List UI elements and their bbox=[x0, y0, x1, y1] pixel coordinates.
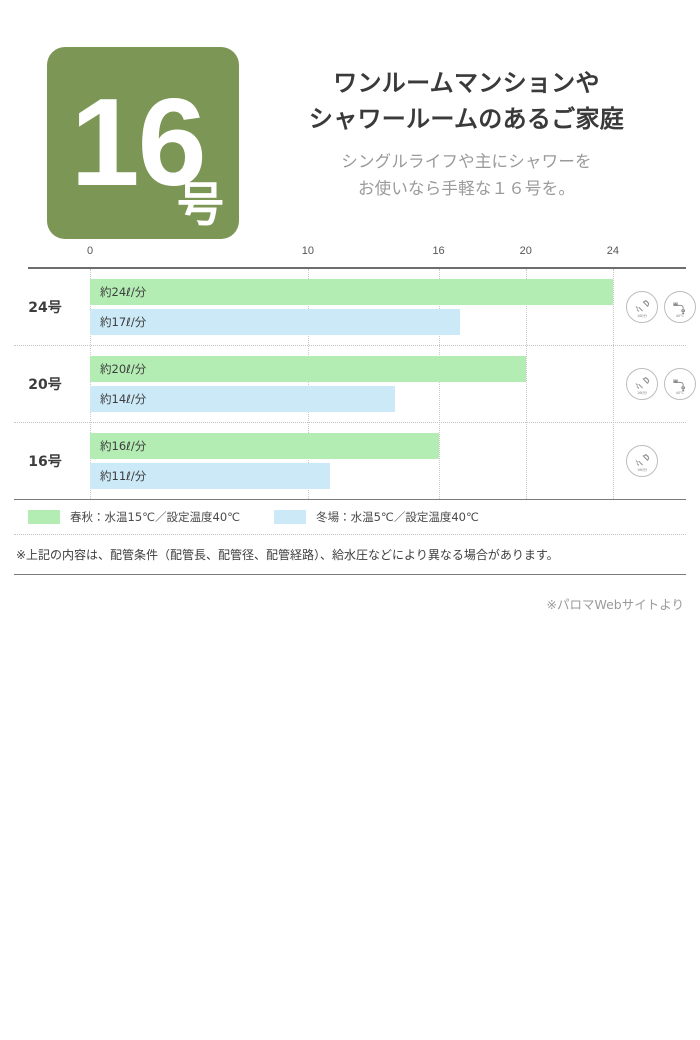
axis-tick-24: 24 bbox=[606, 245, 619, 257]
footnote: ※上記の内容は、配管条件（配管長、配管径、配管経路）、給水圧などにより異なる場合… bbox=[14, 535, 686, 575]
bar-warm: 約20ℓ/分 bbox=[90, 356, 526, 382]
legend-item: 春秋：水温15℃／設定温度40℃ bbox=[28, 509, 240, 525]
bar-warm: 約16ℓ/分 bbox=[90, 433, 439, 459]
row-bars: 約24ℓ/分約17ℓ/分16ℓ/分40℃40℃1年を通してシャワー、台所、洗面の… bbox=[76, 269, 696, 345]
bar-warm: 約24ℓ/分 bbox=[90, 279, 613, 305]
row-label-20号: 20号 bbox=[28, 377, 62, 393]
badge-unit: 号 bbox=[177, 178, 224, 233]
legend-item: 冬場：水温5℃／設定温度40℃ bbox=[274, 509, 479, 525]
bar-cold: 約11ℓ/分 bbox=[90, 463, 330, 489]
usage-icons: 16ℓ/分 40℃ bbox=[625, 368, 696, 400]
legend-swatch bbox=[274, 510, 307, 524]
icon-caption: 16ℓ/分 bbox=[636, 391, 647, 396]
chart-rows: 24号約24ℓ/分約17ℓ/分16ℓ/分40℃40℃1年を通してシャワー、台所、… bbox=[14, 269, 696, 499]
chart-legend: 春秋：水温15℃／設定温度40℃ 冬場：水温5℃／設定温度40℃ bbox=[14, 499, 686, 535]
axis-rule bbox=[28, 267, 686, 269]
shower-icon: 16ℓ/分 bbox=[625, 291, 658, 323]
hero-subtitle-line2: お使いなら手軽な１６号を。 bbox=[357, 178, 576, 198]
bar-warm-label: 約16ℓ/分 bbox=[100, 439, 147, 453]
axis-tick-20: 20 bbox=[519, 245, 532, 257]
bar-warm-label: 約20ℓ/分 bbox=[100, 362, 147, 376]
shower-icon: 16ℓ/分 bbox=[625, 368, 658, 400]
bar-cold: 約17ℓ/分 bbox=[90, 309, 461, 335]
hero-title-line1: ワンルームマンションや bbox=[333, 69, 600, 97]
axis-tick-10: 10 bbox=[301, 245, 314, 257]
hero-section: 16 号 ワンルームマンションや シャワールームのあるご家庭 シングルライフや主… bbox=[0, 0, 700, 239]
hero-subtitle-line1: シングルライフや主にシャワーを bbox=[341, 151, 592, 171]
page-root: 16 号 ワンルームマンションや シャワールームのあるご家庭 シングルライフや主… bbox=[0, 0, 700, 612]
usage-icons: 16ℓ/分40℃40℃ bbox=[625, 291, 700, 323]
legend-label: 春秋：水温15℃／設定温度40℃ bbox=[70, 510, 241, 524]
chart-row: 24号約24ℓ/分約17ℓ/分16ℓ/分40℃40℃1年を通してシャワー、台所、… bbox=[14, 269, 696, 346]
legend-label: 冬場：水温5℃／設定温度40℃ bbox=[316, 510, 479, 524]
source-credit: ※パロマWebサイトより bbox=[546, 597, 684, 612]
row-label-16号: 16号 bbox=[28, 454, 62, 470]
axis-tick-0: 0 bbox=[86, 245, 94, 257]
chart-row: 16号約16ℓ/分約11ℓ/分16ℓ/分年間を通して十分な湯量のシャワーが使用で… bbox=[14, 423, 686, 499]
axis-tick-16: 16 bbox=[432, 245, 445, 257]
usage-icons: 16ℓ/分 bbox=[625, 445, 658, 477]
row-bars: 約16ℓ/分約11ℓ/分16ℓ/分年間を通して十分な湯量のシャワーが使用できます… bbox=[76, 423, 686, 499]
faucet-icon: 40℃ bbox=[663, 368, 696, 400]
chart-axis: 0 10 16 20 24 bbox=[76, 245, 686, 267]
hero-text-block: ワンルームマンションや シャワールームのあるご家庭 シングルライフや主にシャワー… bbox=[239, 47, 700, 202]
row-label-24号: 24号 bbox=[28, 300, 62, 316]
bar-cold-label: 約11ℓ/分 bbox=[100, 469, 147, 483]
bar-cold-label: 約17ℓ/分 bbox=[100, 315, 147, 329]
bar-cold: 約14ℓ/分 bbox=[90, 386, 395, 412]
icon-caption: 16ℓ/分 bbox=[636, 468, 647, 473]
hero-title-line2: シャワールームのあるご家庭 bbox=[308, 105, 625, 134]
faucet-icon: 40℃ bbox=[663, 291, 696, 323]
icon-caption: 40℃ bbox=[675, 314, 684, 319]
row-bars: 約20ℓ/分約14ℓ/分16ℓ/分40℃同時に2箇所の給湯が可能。余裕の湯量でシ… bbox=[76, 346, 696, 422]
shower-icon: 16ℓ/分 bbox=[625, 445, 658, 477]
bar-warm-label: 約24ℓ/分 bbox=[100, 285, 147, 299]
icon-caption: 40℃ bbox=[675, 391, 684, 396]
capacity-badge: 16 号 bbox=[47, 47, 239, 239]
icon-caption: 16ℓ/分 bbox=[636, 314, 647, 319]
bar-cold-label: 約14ℓ/分 bbox=[100, 392, 147, 406]
chart-row: 20号約20ℓ/分約14ℓ/分16ℓ/分40℃同時に2箇所の給湯が可能。余裕の湯… bbox=[14, 346, 696, 423]
badge-number: 16 bbox=[70, 74, 207, 212]
legend-swatch bbox=[28, 510, 60, 524]
